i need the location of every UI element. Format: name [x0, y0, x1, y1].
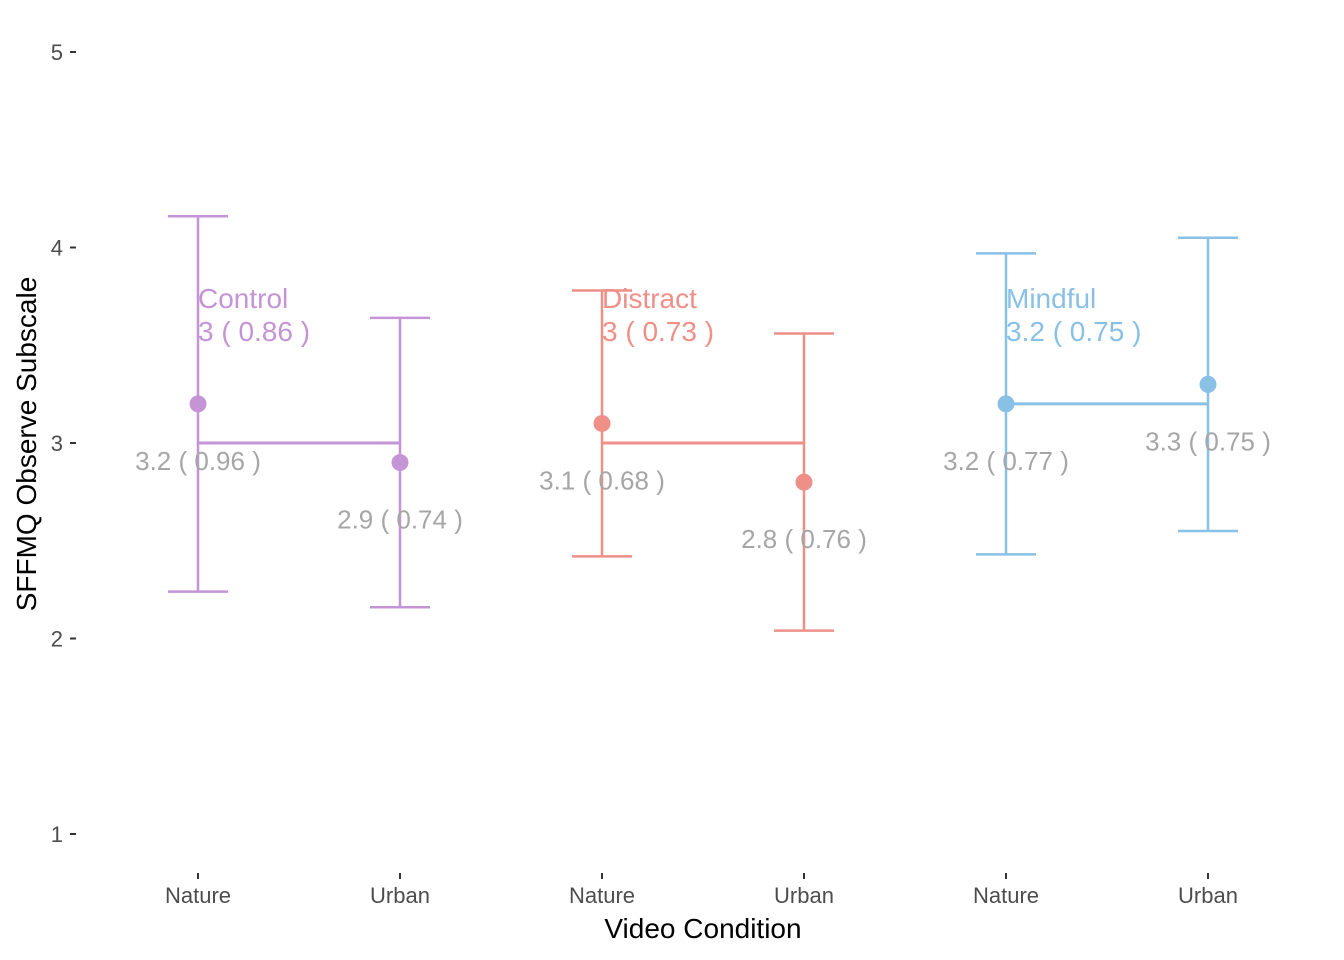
x-tick-label: Urban: [774, 883, 834, 908]
point-value-label: 2.8 ( 0.76 ): [741, 524, 867, 554]
mean-point: [593, 414, 611, 432]
y-tick-label: 1: [51, 822, 63, 847]
point-value-label: 3.3 ( 0.75 ): [1145, 426, 1271, 456]
y-tick-label: 4: [51, 236, 63, 261]
point-value-label: 3.2 ( 0.96 ): [135, 446, 261, 476]
y-tick-label: 2: [51, 627, 63, 652]
group-mean-label: 3 ( 0.86 ): [198, 316, 310, 347]
x-tick-label: Nature: [165, 883, 231, 908]
group-name-label: Distract: [602, 283, 697, 314]
group-name-label: Mindful: [1006, 283, 1096, 314]
mean-point: [795, 473, 813, 491]
y-axis-title: SFFMQ Observe Subscale: [11, 277, 42, 612]
x-tick-label: Nature: [973, 883, 1039, 908]
x-tick-label: Urban: [1178, 883, 1238, 908]
y-axis: 1 2 3 4 5: [51, 40, 76, 847]
group-name-label: Control: [198, 283, 288, 314]
mean-point: [1199, 375, 1217, 393]
mean-point: [189, 395, 207, 413]
mean-point: [997, 395, 1015, 413]
y-tick-label: 3: [51, 431, 63, 456]
x-tick-label: Urban: [370, 883, 430, 908]
point-value-label: 3.1 ( 0.68 ): [539, 465, 665, 495]
mean-point: [391, 454, 409, 472]
y-tick-label: 5: [51, 40, 63, 65]
group-mean-label: 3.2 ( 0.75 ): [1006, 316, 1141, 347]
x-axis: Nature Urban Nature Urban Nature Urban: [165, 873, 1238, 908]
point-value-label: 3.2 ( 0.77 ): [943, 446, 1069, 476]
x-axis-title: Video Condition: [604, 913, 801, 944]
group-mean-label: 3 ( 0.73 ): [602, 316, 714, 347]
x-tick-label: Nature: [569, 883, 635, 908]
point-value-label: 2.9 ( 0.74 ): [337, 505, 463, 535]
